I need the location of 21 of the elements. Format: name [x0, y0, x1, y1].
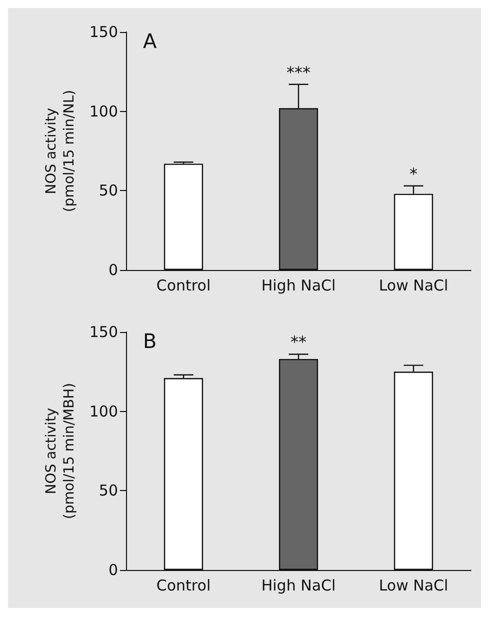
y-tick-label: 150	[89, 23, 118, 41]
y-tick-label: 100	[89, 402, 118, 420]
y-tick-label: 100	[89, 102, 118, 120]
x-tick-label: Low NaCl	[378, 576, 448, 594]
x-tick-label: High NaCl	[261, 576, 336, 594]
x-tick-label: Control	[156, 576, 211, 594]
chart-title: A	[143, 29, 157, 53]
y-tick-label: 0	[108, 261, 118, 279]
y-tick-label: 0	[108, 561, 118, 579]
y-tick-label: 50	[98, 482, 118, 500]
y-axis-title: NOS activity (pmol/15 min/NL)	[43, 90, 78, 212]
x-tick-label: Low NaCl	[378, 276, 448, 294]
x-tick-label: High NaCl	[261, 276, 336, 294]
chart-title: B	[143, 329, 157, 353]
annotation: **	[290, 332, 306, 352]
y-axis-title: NOS activity (pmol/15 min/MBH)	[43, 382, 78, 520]
x-tick-label: Control	[156, 276, 211, 294]
y-tick-label: 150	[89, 323, 118, 341]
y-tick-label: 50	[98, 182, 118, 200]
annotation: *	[410, 164, 418, 184]
annotation: ***	[286, 62, 310, 82]
